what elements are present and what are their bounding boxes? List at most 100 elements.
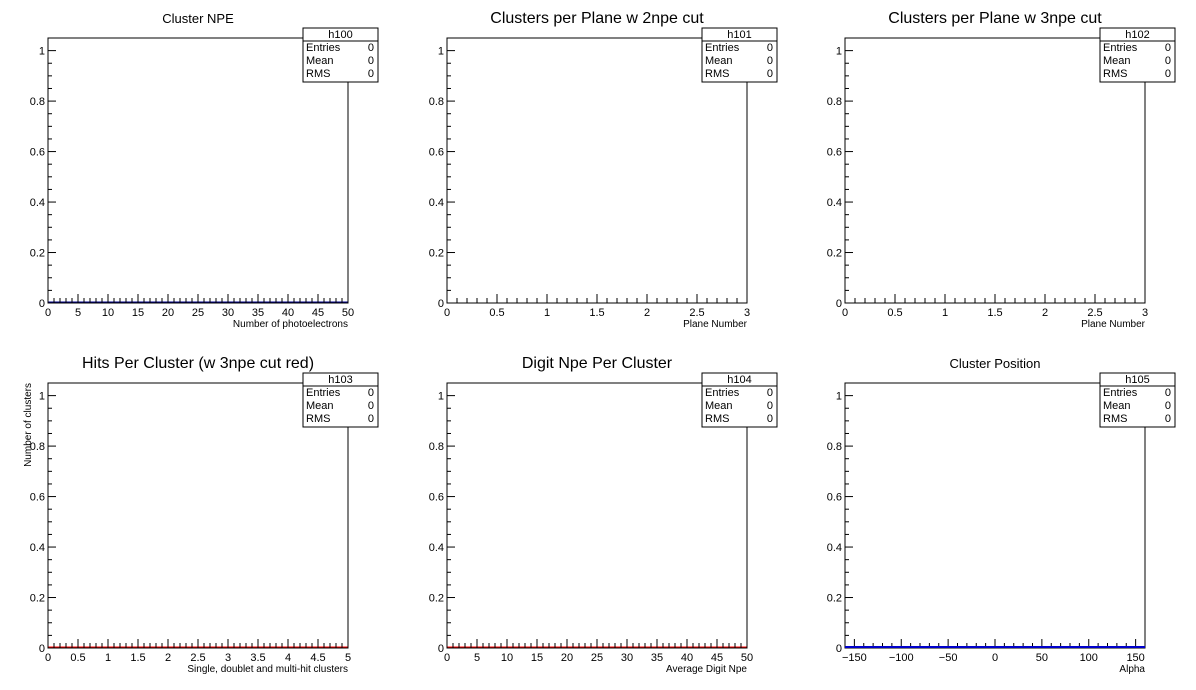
y-tick-label: 0.6 <box>827 147 842 159</box>
x-tick-label: 2.5 <box>1087 307 1102 319</box>
x-tick-label: 15 <box>132 307 144 319</box>
x-tick-label: 10 <box>501 652 513 664</box>
histogram-panel-2: Clusters per Plane w 3npe cut 0 0.2 0.4 0.6 0… <box>827 10 1176 330</box>
stats-label: Mean <box>306 55 334 67</box>
stats-value: 0 <box>767 413 773 425</box>
stats-value: 0 <box>368 413 374 425</box>
y-tick-label: 0 <box>438 298 444 310</box>
y-tick-label: 0.8 <box>30 96 45 108</box>
stats-label: Mean <box>306 400 334 412</box>
x-axis-label: Single, doublet and multi-hit clusters <box>187 664 348 675</box>
y-tick-label: 1 <box>39 391 45 403</box>
stats-name: h103 <box>328 374 352 386</box>
y-tick-label: 0 <box>836 298 842 310</box>
x-tick-label: 2 <box>644 307 650 319</box>
x-tick-label: 4 <box>285 652 291 664</box>
x-axis-label: Plane Number <box>1081 319 1146 330</box>
stats-frame <box>1099 372 1176 428</box>
x-axis-label: Number of photoelectrons <box>233 319 348 330</box>
stats-label: Entries <box>1103 42 1138 54</box>
x-tick-label: 0 <box>45 307 51 319</box>
y-tick-label: 0.6 <box>827 492 842 504</box>
x-axis-label: Alpha <box>1119 664 1145 675</box>
stats-label: RMS <box>306 68 330 80</box>
x-tick-label: 0.5 <box>489 307 504 319</box>
x-tick-label: 0 <box>992 652 998 664</box>
x-tick-label: 35 <box>252 307 264 319</box>
stats-name: h100 <box>328 29 352 41</box>
y-tick-label: 0.4 <box>827 542 842 554</box>
stats-label: Entries <box>705 387 740 399</box>
x-tick-label: 3.5 <box>250 652 265 664</box>
stats-value: 0 <box>767 387 773 399</box>
stats-value: 0 <box>1165 42 1171 54</box>
chart-title: Clusters per Plane w 2npe cut <box>490 10 704 27</box>
x-tick-label: 40 <box>282 307 294 319</box>
x-tick-label: 15 <box>531 652 543 664</box>
y-tick-label: 0.6 <box>30 492 45 504</box>
x-tick-label: 1.5 <box>987 307 1002 319</box>
y-tick-label: 0 <box>39 643 45 655</box>
x-tick-label: 3 <box>225 652 231 664</box>
x-tick-label: 20 <box>162 307 174 319</box>
x-tick-label: 45 <box>711 652 723 664</box>
stats-value: 0 <box>767 42 773 54</box>
x-tick-label: 2 <box>1042 307 1048 319</box>
y-tick-label: 0.2 <box>827 248 842 260</box>
histogram-panel-5: Cluster Position 0 0.2 0.4 0.6 0.8 1 −150 −100 −5… <box>827 356 1176 675</box>
stats-name: h105 <box>1125 374 1149 386</box>
stats-value: 0 <box>368 400 374 412</box>
stats-frame <box>302 372 379 428</box>
x-axis-label: Average Digit Npe <box>666 664 747 675</box>
stats-label: Mean <box>1103 400 1131 412</box>
stats-label: RMS <box>1103 68 1127 80</box>
histogram-panel-3: Hits Per Cluster (w 3npe cut red) 0 0.2 0.4… <box>23 355 379 675</box>
stats-label: RMS <box>705 68 729 80</box>
chart-title: Cluster Position <box>949 356 1040 371</box>
y-axis-label: Number of clusters <box>23 383 34 467</box>
x-tick-label: 150 <box>1126 652 1144 664</box>
x-tick-label: 25 <box>591 652 603 664</box>
x-tick-label: 0.5 <box>70 652 85 664</box>
y-tick-label: 0.6 <box>30 147 45 159</box>
y-tick-label: 0.8 <box>827 441 842 453</box>
stats-value: 0 <box>767 55 773 67</box>
x-tick-label: 1 <box>105 652 111 664</box>
y-tick-label: 0.4 <box>30 197 45 209</box>
y-tick-label: 1 <box>836 46 842 58</box>
stats-label: RMS <box>705 413 729 425</box>
stats-label: Entries <box>306 42 341 54</box>
x-tick-label: 25 <box>192 307 204 319</box>
x-tick-label: −100 <box>889 652 914 664</box>
x-tick-label: 20 <box>561 652 573 664</box>
y-tick-label: 0.4 <box>429 197 444 209</box>
y-tick-label: 0.8 <box>30 441 45 453</box>
stats-label: Entries <box>705 42 740 54</box>
x-tick-label: 50 <box>1036 652 1048 664</box>
stats-value: 0 <box>767 400 773 412</box>
stats-value: 0 <box>1165 55 1171 67</box>
x-tick-label: 0.5 <box>887 307 902 319</box>
stats-value: 0 <box>368 42 374 54</box>
stats-value: 0 <box>1165 68 1171 80</box>
x-tick-label: 0 <box>842 307 848 319</box>
y-tick-label: 1 <box>438 46 444 58</box>
stats-value: 0 <box>368 387 374 399</box>
x-tick-label: 45 <box>312 307 324 319</box>
x-tick-label: 5 <box>345 652 351 664</box>
x-tick-label: 4.5 <box>310 652 325 664</box>
x-tick-label: −150 <box>842 652 867 664</box>
x-tick-label: 50 <box>741 652 753 664</box>
y-tick-label: 0.8 <box>827 96 842 108</box>
stats-value: 0 <box>368 68 374 80</box>
y-tick-label: 1 <box>836 391 842 403</box>
histogram-panel-1: Clusters per Plane w 2npe cut 0 0.2 0.4 0.6 0… <box>429 10 778 330</box>
y-tick-label: 0.2 <box>30 593 45 605</box>
